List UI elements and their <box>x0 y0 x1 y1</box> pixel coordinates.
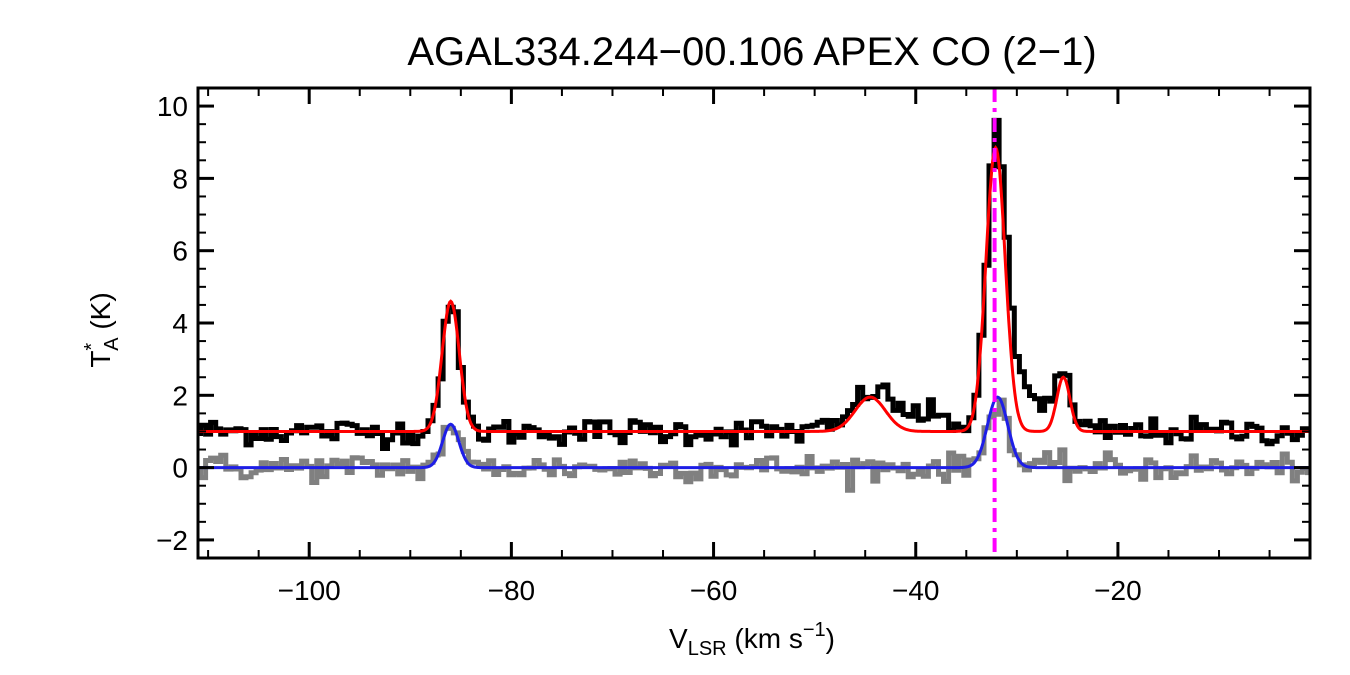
plot-frame <box>196 86 1312 560</box>
y-tick-label: 0 <box>172 453 188 484</box>
series-line-residual-fit <box>198 395 1310 470</box>
x-axis-label-base: V <box>669 623 688 654</box>
x-tick-label: −80 <box>488 575 536 606</box>
series-line-residual-spectrum <box>198 397 1310 493</box>
series-line-fit-offset <box>198 144 1310 433</box>
y-axis-label: T*A (K) <box>81 292 123 367</box>
y-axis-label-base: T <box>85 351 116 368</box>
y-tick-label: 10 <box>157 91 188 122</box>
y-axis-label-sub: A <box>101 337 123 351</box>
x-tick-label: −20 <box>1094 575 1142 606</box>
chart-title: AGAL334.244−00.106 APEX CO (2−1) <box>407 30 1096 74</box>
series-layer <box>198 117 1310 493</box>
x-tick-label: −40 <box>892 575 940 606</box>
y-tick-label: −2 <box>156 525 188 556</box>
x-axis-label-end: ) <box>826 623 835 654</box>
y-tick-label: 8 <box>172 163 188 194</box>
x-axis-label: VLSR (km s−1) <box>669 619 835 660</box>
x-axis-label-sub: LSR <box>688 638 727 660</box>
x-tick-label: −100 <box>278 575 341 606</box>
series-line-observed-spectrum-offset <box>198 117 1310 451</box>
y-tick-label: 4 <box>172 308 188 339</box>
y-axis-label-sup: * <box>81 343 103 351</box>
y-axis-label-rest: (K) <box>85 292 116 337</box>
x-axis-label-rest: (km s <box>727 623 803 654</box>
x-tick-label: −60 <box>690 575 738 606</box>
y-tick-label: 2 <box>172 380 188 411</box>
x-axis-label-sup: −1 <box>803 619 826 641</box>
y-tick-label: 6 <box>172 236 188 267</box>
